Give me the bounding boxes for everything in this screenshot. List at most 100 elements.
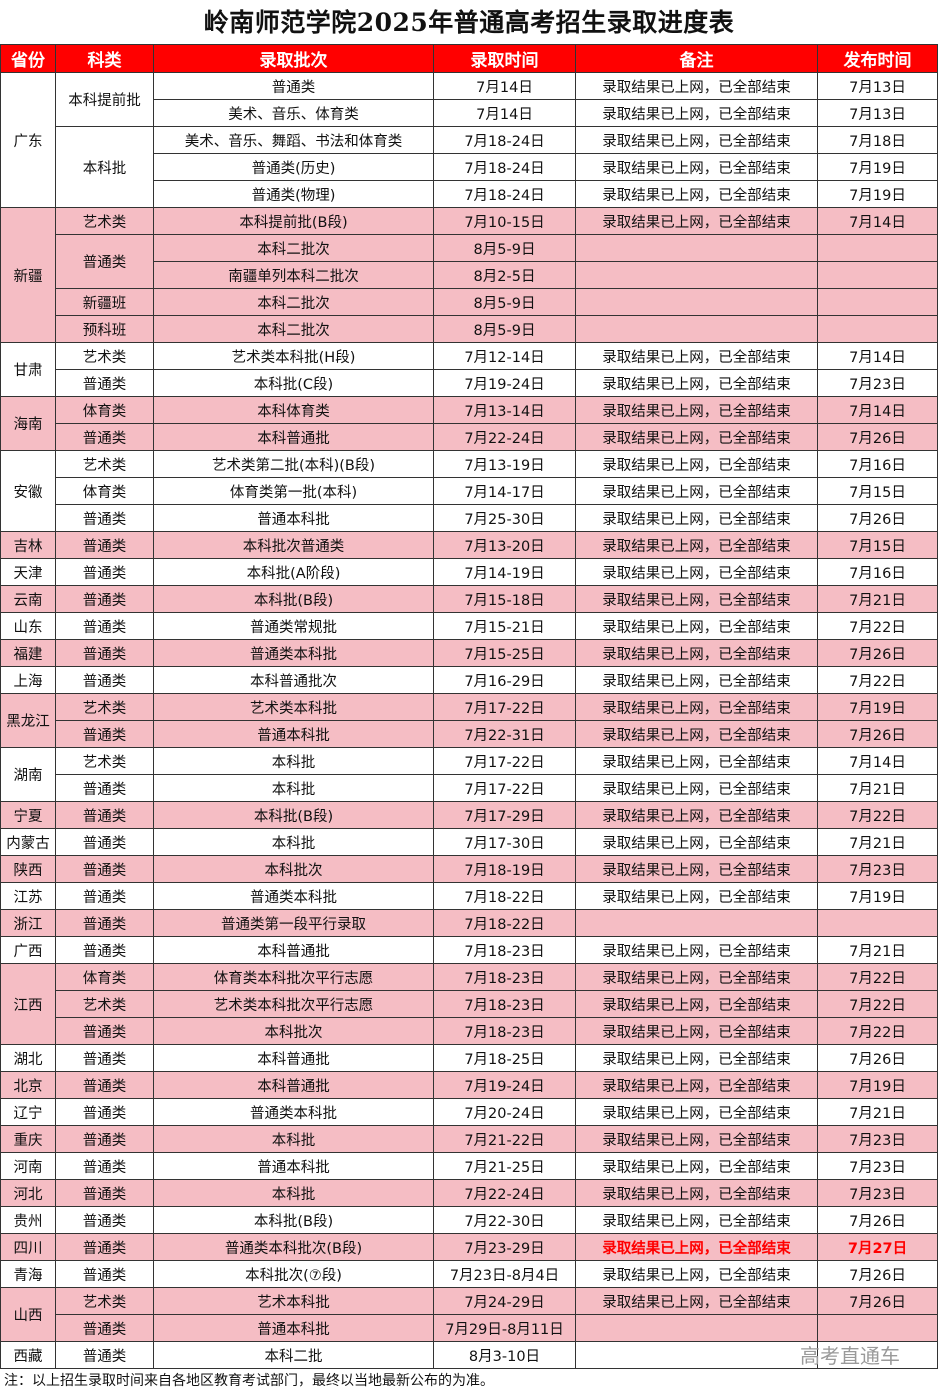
cell-category: 普通类: [55, 936, 154, 964]
cell-category: 普通类: [55, 639, 154, 667]
cell-note: 录取结果已上网，已全部结束: [575, 72, 818, 100]
cell-time: 8月2-5日: [433, 261, 576, 289]
cell-category: 体育类: [55, 477, 154, 505]
cell-note: [575, 909, 818, 937]
cell-publish: 7月14日: [817, 342, 938, 370]
cell-category: 普通类: [55, 369, 154, 397]
cell-category: 普通类: [55, 1017, 154, 1045]
page-title: 岭南师范学院2025年普通高考招生录取进度表: [203, 8, 735, 37]
cell-time: 7月24-29日: [433, 1287, 576, 1315]
cell-publish: 7月22日: [817, 1017, 938, 1045]
cell-note: 录取结果已上网，已全部结束: [575, 99, 818, 127]
cell-province: 天津: [0, 558, 56, 586]
cell-note: 录取结果已上网，已全部结束: [575, 558, 818, 586]
cell-publish: 7月19日: [817, 180, 938, 208]
cell-publish: 7月23日: [817, 369, 938, 397]
cell-note: 录取结果已上网，已全部结束: [575, 990, 818, 1018]
cell-province: 河南: [0, 1152, 56, 1180]
table-row: 内蒙古 普通类 本科批 7月17-30日 录取结果已上网，已全部结束 7月21日: [0, 828, 938, 856]
cell-time: 7月25-30日: [433, 504, 576, 532]
cell-publish: [817, 1341, 938, 1369]
table-row: 贵州 普通类 本科批(B段) 7月22-30日 录取结果已上网，已全部结束 7月26日: [0, 1206, 938, 1234]
cell-note: [575, 1341, 818, 1369]
cell-note: [575, 234, 818, 262]
cell-publish: 7月26日: [817, 1260, 938, 1288]
cell-publish: 7月23日: [817, 1152, 938, 1180]
cell-time: 7月18-23日: [433, 1017, 576, 1045]
cell-publish: 7月13日: [817, 72, 938, 100]
cell-note: 录取结果已上网，已全部结束: [575, 126, 818, 154]
cell-batch: 普通类(物理): [153, 180, 434, 208]
cell-batch: 本科二批次: [153, 234, 434, 262]
cell-province: 西藏: [0, 1341, 56, 1369]
cell-note: 录取结果已上网，已全部结束: [575, 1044, 818, 1072]
cell-time: 7月14日: [433, 99, 576, 127]
cell-province: 新疆: [0, 207, 56, 343]
cell-category: 艺术类: [55, 207, 154, 235]
cell-publish: [817, 315, 938, 343]
table-row: 普通类 普通本科批 7月22-31日 录取结果已上网，已全部结束 7月26日: [1, 720, 938, 748]
cell-time: 7月18-23日: [433, 936, 576, 964]
cell-time: 7月15-18日: [433, 585, 576, 613]
cell-batch: 本科批(C段): [153, 369, 434, 397]
cell-province: 安徽: [0, 450, 56, 532]
cell-publish: 7月14日: [817, 396, 938, 424]
table-row: 黑龙江 艺术类 艺术类本科批 7月17-22日 录取结果已上网，已全部结束 7月19日: [0, 693, 938, 748]
cell-batch: 美术、音乐、舞蹈、书法和体育类: [153, 126, 434, 154]
cell-batch: 普通类常规批: [153, 612, 434, 640]
table-row: 河北 普通类 本科批 7月22-24日 录取结果已上网，已全部结束 7月23日: [0, 1179, 938, 1207]
cell-category: 艺术类: [55, 693, 154, 721]
cell-province: 海南: [0, 396, 56, 451]
cell-publish: 7月15日: [817, 531, 938, 559]
table-row: 江苏 普通类 普通类本科批 7月18-22日 录取结果已上网，已全部结束 7月19日: [0, 882, 938, 910]
cell-province: 内蒙古: [0, 828, 56, 856]
cell-batch: 本科批次普通类: [153, 531, 434, 559]
cell-category: 普通类: [55, 1341, 154, 1369]
header-province: 省份: [0, 44, 56, 73]
table-row: 湖南 艺术类 本科批 7月17-22日 录取结果已上网，已全部结束 7月14日: [0, 747, 938, 802]
cell-time: 8月3-10日: [433, 1341, 576, 1369]
cell-note: 录取结果已上网，已全部结束: [575, 1152, 818, 1180]
cell-time: 8月5-9日: [433, 234, 576, 262]
cell-batch: 本科批次: [153, 1017, 434, 1045]
cell-batch: 艺术类本科批(H段): [153, 342, 434, 370]
cell-time: 7月13-19日: [433, 450, 576, 478]
table-row: 吉林 普通类 本科批次普通类 7月13-20日 录取结果已上网，已全部结束 7月15日: [0, 531, 938, 559]
cell-note: 录取结果已上网，已全部结束: [575, 396, 818, 424]
cell-note: 录取结果已上网，已全部结束: [575, 882, 818, 910]
cell-note: 录取结果已上网，已全部结束: [575, 153, 818, 181]
admission-progress-table: 省份 科类 录取批次 录取时间 备注 发布时间 广东 本科提前批 普通类 7月14日 录取结果已上…: [0, 44, 938, 1369]
cell-batch: 普通类本科批次(B段): [153, 1233, 434, 1261]
cell-publish: 7月26日: [817, 1206, 938, 1234]
cell-batch: 本科普通批: [153, 1071, 434, 1099]
cell-note: 录取结果已上网，已全部结束: [575, 1179, 818, 1207]
cell-time: 7月18-22日: [433, 882, 576, 910]
cell-province: 上海: [0, 666, 56, 694]
cell-time: 8月5-9日: [433, 315, 576, 343]
cell-province: 江西: [0, 963, 56, 1045]
cell-note: 录取结果已上网，已全部结束: [575, 1206, 818, 1234]
cell-category: 普通类: [55, 909, 154, 937]
header-batch: 录取批次: [153, 44, 434, 73]
cell-time: 7月16-29日: [433, 666, 576, 694]
table-row: 美术、音乐、体育类 7月14日 录取结果已上网，已全部结束 7月13日: [1, 99, 938, 127]
table-row: 普通类 普通本科批 7月29日-8月11日: [1, 1314, 938, 1342]
cell-note: 录取结果已上网，已全部结束: [575, 612, 818, 640]
cell-time: 7月17-22日: [433, 774, 576, 802]
cell-batch: 本科普通批次: [153, 666, 434, 694]
cell-category: 本科批: [55, 126, 154, 208]
cell-province: 湖北: [0, 1044, 56, 1072]
table-header-row: 省份 科类 录取批次 录取时间 备注 发布时间: [0, 44, 938, 73]
cell-category: 普通类: [55, 855, 154, 883]
cell-publish: 7月14日: [817, 207, 938, 235]
cell-publish: 7月26日: [817, 504, 938, 532]
cell-time: 7月18-23日: [433, 963, 576, 991]
cell-batch: 本科批: [153, 1179, 434, 1207]
cell-note: [575, 315, 818, 343]
table-row: 宁夏 普通类 本科批(B段) 7月17-29日 录取结果已上网，已全部结束 7月22日: [0, 801, 938, 829]
cell-time: 7月17-29日: [433, 801, 576, 829]
cell-note: 录取结果已上网，已全部结束: [575, 342, 818, 370]
cell-category: 普通类: [55, 558, 154, 586]
cell-batch: 本科体育类: [153, 396, 434, 424]
table-row: 普通类 本科批(C段) 7月19-24日 录取结果已上网，已全部结束 7月23日: [1, 369, 938, 397]
